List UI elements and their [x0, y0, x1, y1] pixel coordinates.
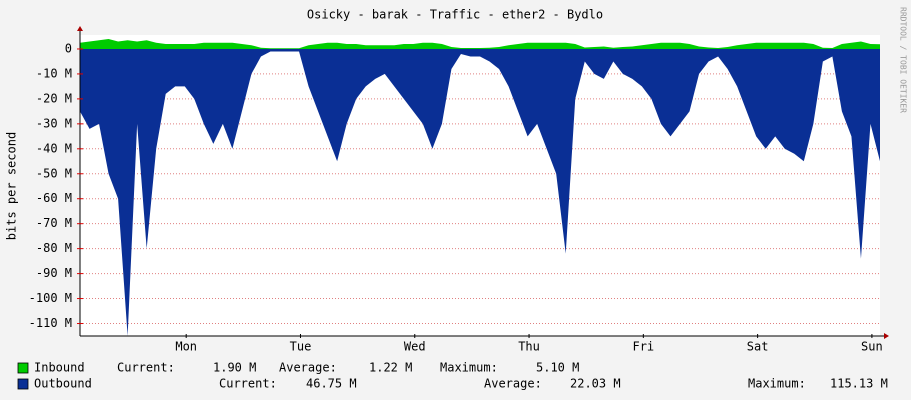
- y-tick-label: -50 M: [36, 166, 72, 180]
- y-axis-label: bits per second: [5, 132, 19, 240]
- stat-value: 1.22 M: [369, 361, 412, 375]
- legend-swatch: [17, 378, 29, 390]
- y-tick-label: -20 M: [36, 91, 72, 105]
- stat-value: 115.13 M: [830, 377, 888, 391]
- y-tick-label: -80 M: [36, 241, 72, 255]
- y-tick-label: -100 M: [29, 291, 72, 305]
- stat-value: 1.90 M: [213, 361, 256, 375]
- x-axis-arrow: [884, 333, 889, 339]
- legend-label: Outbound: [34, 377, 92, 391]
- x-tick-label: Tue: [290, 340, 312, 354]
- watermark: RRDTOOL / TOBI OETIKER: [899, 7, 908, 113]
- stat-value: 5.10 M: [536, 361, 579, 375]
- legend-swatch: [17, 362, 29, 374]
- chart-title: Osicky - barak - Traffic - ether2 - Bydl…: [307, 8, 603, 22]
- x-tick-label: Thu: [518, 340, 540, 354]
- y-tick-label: -90 M: [36, 266, 72, 280]
- y-tick-label: -110 M: [29, 316, 72, 330]
- y-tick-label: -70 M: [36, 216, 72, 230]
- y-axis-arrow: [77, 26, 83, 31]
- y-tick-label: -30 M: [36, 116, 72, 130]
- stat-label: Current:: [117, 361, 175, 375]
- x-tick-label: Sun: [861, 340, 883, 354]
- y-tick-label: -10 M: [36, 66, 72, 80]
- stat-label: Average:: [279, 361, 337, 375]
- stat-label: Maximum:: [440, 361, 498, 375]
- y-tick-label: -40 M: [36, 141, 72, 155]
- x-tick-label: Fri: [632, 340, 654, 354]
- stat-value: 46.75 M: [306, 377, 357, 391]
- x-tick-label: Wed: [404, 340, 426, 354]
- area: [80, 38, 880, 49]
- x-tick-label: Sat: [747, 340, 769, 354]
- stat-label: Average:: [484, 377, 542, 391]
- area: [80, 48, 880, 337]
- stat-label: Current:: [219, 377, 277, 391]
- x-tick-label: Mon: [175, 340, 197, 354]
- y-tick-label: 0: [65, 41, 72, 55]
- stat-label: Maximum:: [748, 377, 806, 391]
- legend-label: Inbound: [34, 361, 85, 375]
- stat-value: 22.03 M: [570, 377, 621, 391]
- y-tick-label: -60 M: [36, 191, 72, 205]
